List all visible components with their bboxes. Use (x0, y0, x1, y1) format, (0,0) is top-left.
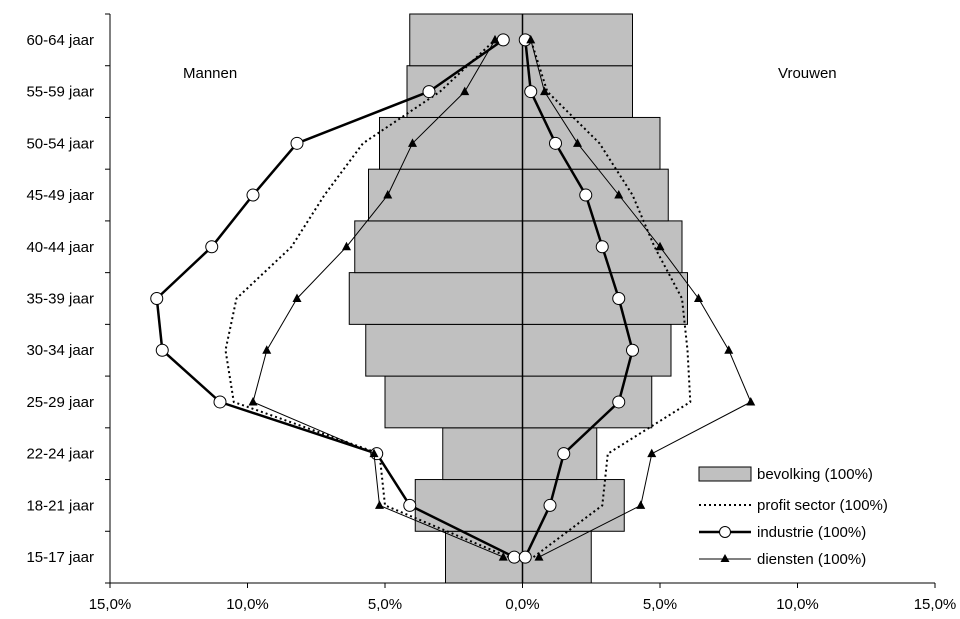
x-tick-label-6: 15,0% (914, 596, 957, 613)
marker-industrie-women-4 (626, 343, 639, 357)
marker-industrie-women-2 (557, 447, 571, 461)
marker-industrie-women-6 (595, 240, 609, 254)
marker-industrie-men-3 (213, 395, 227, 409)
marker-industrie-women-0 (518, 550, 532, 564)
side-label-women: Vrouwen (778, 65, 837, 82)
bar-men-8 (379, 116, 523, 170)
marker-diensten-men-4 (262, 345, 272, 354)
y-tick-label-0: 15-17 jaar (26, 549, 94, 566)
side-label-men: Mannen (183, 65, 237, 82)
marker-industrie-men-10 (496, 33, 510, 47)
x-tick-label-3: 0,0% (505, 596, 539, 613)
marker-industrie-women-1 (543, 498, 557, 512)
bar-men-1 (414, 479, 523, 532)
marker-diensten-women-8 (573, 138, 582, 147)
bar-men-6 (354, 220, 523, 274)
marker-industrie-men-7 (246, 188, 260, 202)
marker-diensten-men-6 (342, 241, 351, 251)
series-layer (150, 33, 756, 564)
legend-swatch-bevolking (698, 466, 752, 482)
bar-women-3 (522, 375, 653, 429)
marker-diensten-women-1 (636, 500, 646, 509)
bars-layer (348, 13, 688, 584)
marker-diensten-men-9 (460, 86, 470, 96)
y-tick-label-1: 18-21 jaar (26, 497, 94, 514)
y-tick-label-10: 60-64 jaar (26, 32, 94, 49)
marker-diensten-men-7 (383, 190, 393, 199)
y-tick-label-8: 50-54 jaar (26, 135, 94, 152)
y-tick-label-4: 30-34 jaar (26, 342, 94, 359)
x-axis-labels: 15,0% 10,0% 5,0% 0,0% 5,0% 10,0% 15,0% (89, 596, 957, 613)
legend-label-profit: profit sector (100%) (757, 497, 888, 514)
legend: bevolking (100%) profit sector (100%) in… (698, 466, 888, 568)
plot-frame (105, 13, 936, 588)
legend-label-bevolking: bevolking (100%) (757, 466, 873, 483)
marker-diensten-men-1 (375, 500, 384, 509)
marker-diensten-women-7 (614, 190, 624, 199)
y-axis-labels: 15-17 jaar 18-21 jaar 22-24 jaar 25-29 jaar… (26, 32, 94, 566)
marker-industrie-men-5 (150, 292, 164, 305)
marker-diensten-men-10 (490, 34, 500, 44)
y-tick-label-6: 40-44 jaar (26, 239, 94, 256)
marker-diensten-women-4 (724, 345, 734, 354)
legend-label-industrie: industrie (100%) (757, 524, 866, 541)
y-tick-label-9: 55-59 jaar (26, 84, 94, 101)
marker-diensten-women-9 (540, 86, 549, 96)
marker-industrie-women-3 (612, 395, 626, 409)
bar-women-9 (522, 65, 633, 118)
marker-diensten-women-5 (694, 293, 703, 302)
marker-diensten-women-0 (534, 552, 544, 561)
x-tick-label-2: 5,0% (368, 596, 402, 613)
marker-industrie-men-9 (422, 85, 436, 99)
x-tick-label-1: 10,0% (226, 596, 269, 613)
y-tick-label-7: 45-49 jaar (26, 187, 94, 204)
bar-men-2 (442, 427, 523, 481)
marker-diensten-men-8 (408, 138, 417, 147)
bar-women-10 (522, 13, 633, 67)
marker-industrie-women-8 (549, 136, 562, 150)
marker-diensten-women-10 (526, 34, 536, 44)
bar-women-4 (522, 323, 672, 377)
bar-men-4 (365, 323, 523, 377)
marker-industrie-women-9 (524, 85, 538, 99)
marker-industrie-men-0 (507, 550, 521, 564)
bar-women-7 (522, 168, 669, 222)
y-tick-label-2: 22-24 jaar (26, 446, 94, 463)
marker-industrie-men-4 (155, 343, 169, 357)
marker-diensten-men-0 (498, 552, 508, 561)
marker-diensten-men-5 (292, 293, 302, 302)
bar-men-3 (384, 375, 523, 429)
marker-diensten-women-6 (655, 241, 665, 251)
marker-industrie-men-8 (290, 136, 304, 150)
marker-diensten-women-3 (746, 396, 756, 406)
marker-industrie-men-6 (205, 240, 219, 254)
x-tick-label-0: 15,0% (89, 596, 132, 613)
legend-marker-diensten (720, 554, 730, 562)
marker-diensten-women-2 (647, 448, 657, 458)
marker-industrie-men-1 (403, 498, 417, 512)
bar-women-8 (522, 116, 661, 170)
bar-men-5 (348, 272, 523, 325)
bar-women-5 (522, 272, 688, 325)
marker-diensten-men-2 (369, 448, 379, 458)
marker-industrie-women-5 (612, 292, 626, 305)
y-tick-label-3: 25-29 jaar (26, 394, 94, 411)
legend-label-diensten: diensten (100%) (757, 551, 866, 568)
legend-marker-industrie (719, 526, 731, 538)
marker-diensten-men-3 (248, 396, 258, 406)
bar-men-7 (368, 168, 523, 222)
marker-industrie-women-7 (579, 188, 593, 202)
y-tick-label-5: 35-39 jaar (26, 291, 94, 308)
series-line-0-women (529, 39, 692, 558)
x-tick-label-5: 10,0% (776, 596, 819, 613)
x-tick-label-4: 5,0% (643, 596, 677, 613)
bar-women-1 (522, 479, 625, 532)
series-line-0-men (224, 39, 510, 559)
